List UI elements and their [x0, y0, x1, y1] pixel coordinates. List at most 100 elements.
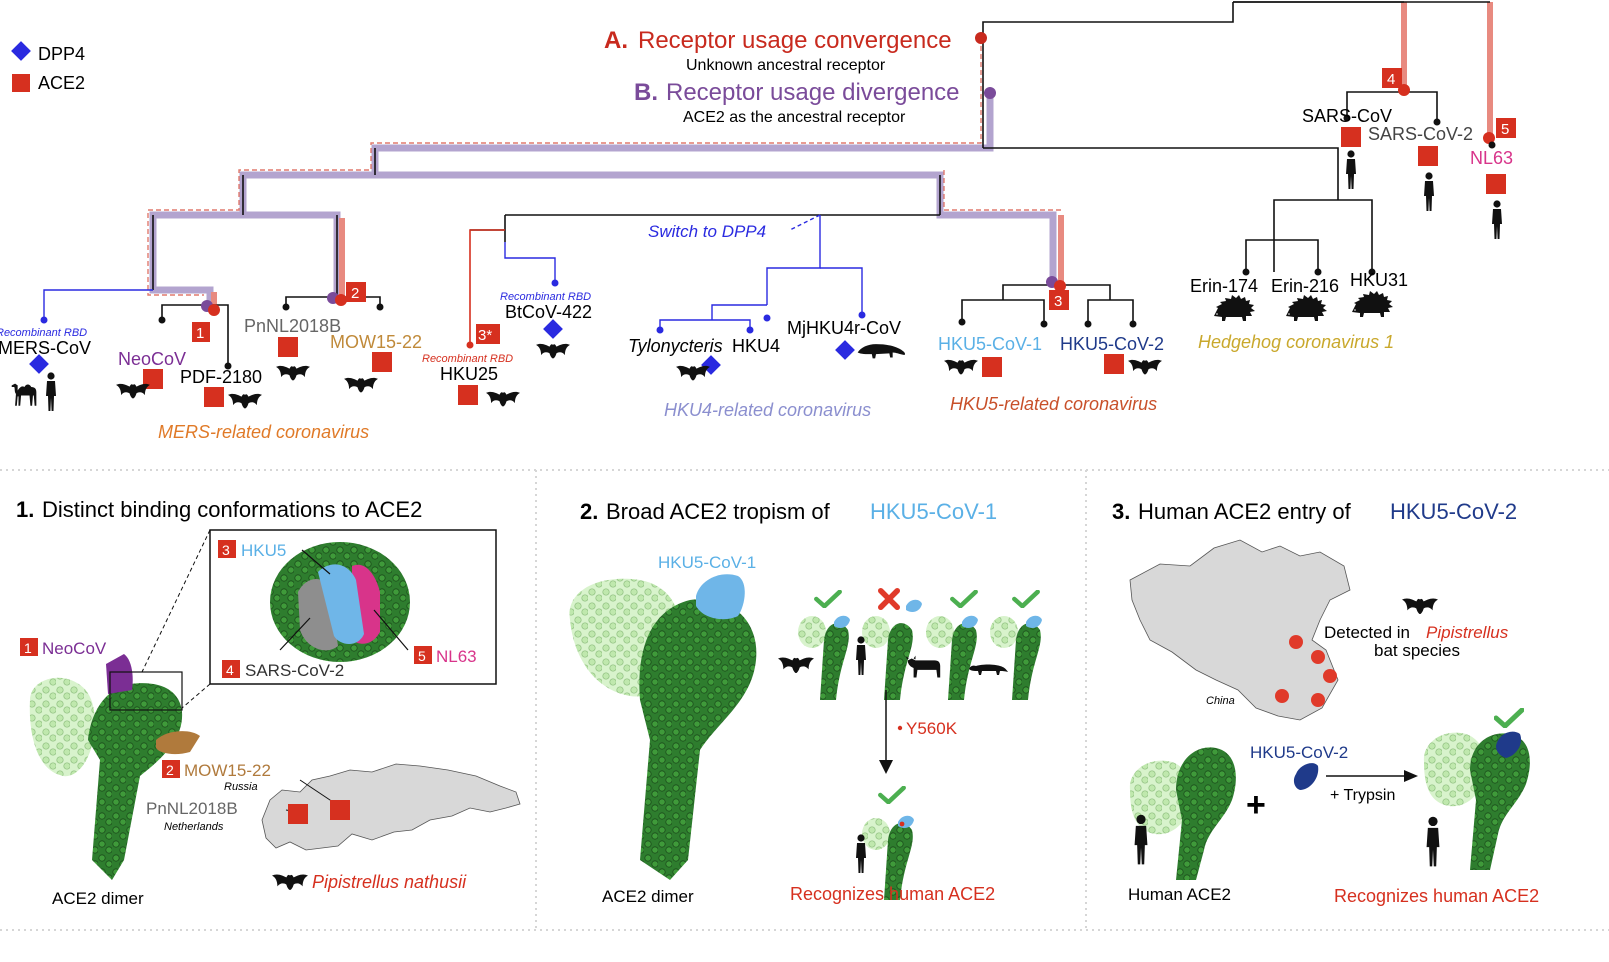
- ace2-monomer-light: [29, 677, 95, 777]
- bat-icon: [944, 359, 978, 375]
- panel-1-number: 1.: [16, 497, 34, 522]
- event-a-subtitle: Unknown ancestral receptor: [686, 57, 886, 74]
- panel-3-title-prefix: Human ACE2 entry of: [1138, 499, 1352, 524]
- mow-footprint: [156, 731, 200, 755]
- leaf-hku5-cov-1: HKU5-CoV-1: [938, 334, 1042, 354]
- recombinant-rbd-btcov: Recombinant RBD: [500, 291, 591, 303]
- event-a-title: Receptor usage convergence: [638, 27, 952, 54]
- hku5-cov-1-rbd: [696, 574, 745, 620]
- human-icon: [856, 636, 866, 675]
- dpp4-marker: [835, 340, 855, 360]
- tropism-row: [778, 591, 1042, 700]
- ferret-icon: [969, 664, 1008, 675]
- human-icon: [1492, 200, 1502, 239]
- ace2-monomer-light: [1129, 760, 1192, 835]
- mini-ace2-human-mutant: [862, 815, 914, 900]
- neocov-footprint: [106, 654, 133, 694]
- badge-3: 3: [1054, 293, 1062, 310]
- badge-1: 1: [196, 325, 204, 342]
- tree-nodes: [40, 32, 1496, 370]
- leaf-erin216: Erin-216: [1271, 276, 1339, 296]
- zoom-line: [141, 529, 211, 673]
- leaf-neocov: NeoCoV: [118, 349, 186, 369]
- legend: DPP4 ACE2: [11, 41, 85, 93]
- panel-2-number: 2.: [580, 499, 598, 524]
- mini-ace2-cow: [926, 615, 978, 700]
- badge-neocov: 1: [24, 640, 32, 656]
- human-icon: [46, 372, 56, 411]
- leaf-btcov422: BtCoV-422: [505, 302, 592, 322]
- pangolin-icon: [857, 344, 906, 359]
- clade-hedgehog: Hedgehog coronavirus 1: [1198, 332, 1394, 352]
- ace2-monomer-dark: [639, 599, 757, 880]
- bat-icon: [272, 874, 308, 890]
- badge-3-star: 3*: [478, 327, 492, 344]
- legend-ace2-label: ACE2: [38, 73, 85, 93]
- label-mow: MOW15-22: [184, 761, 271, 780]
- leaf-mers-cov: MERS-CoV: [0, 338, 91, 358]
- label-china: China: [1206, 695, 1235, 707]
- badge-4: 4: [1387, 71, 1395, 88]
- mini-ace2-bat: [798, 615, 850, 700]
- event-a: A. Receptor usage convergence Unknown an…: [604, 27, 952, 74]
- dpp4-marker: [543, 319, 563, 339]
- hedgehog-icon: [1286, 295, 1327, 321]
- recombinant-rbd-mers: Recombinant RBD: [0, 327, 87, 339]
- panel-separators: [0, 469, 1609, 931]
- leaf-pdf2180: PDF-2180: [180, 367, 262, 387]
- panel-3-title-virus: HKU5-CoV-2: [1390, 499, 1517, 524]
- label-sars-cov-2: SARS-CoV-2: [245, 661, 344, 680]
- check-icon: [816, 592, 839, 606]
- ace2-legend-marker: [12, 74, 30, 92]
- label-neocov: NeoCoV: [42, 639, 107, 658]
- label-pipistrellus-nathusii: Pipistrellus nathusii: [312, 872, 467, 892]
- ace2-marker: [1104, 354, 1124, 374]
- ace2-marker: [330, 800, 350, 820]
- panel-3-number: 3.: [1112, 499, 1130, 524]
- bat-icon: [276, 365, 310, 381]
- label-y560k: Y560K: [906, 719, 958, 738]
- badge-nl63: 5: [418, 648, 426, 664]
- dpp4-legend-marker: [11, 41, 31, 61]
- bat-icon: [486, 391, 520, 407]
- badge-5: 5: [1501, 121, 1509, 138]
- bat-icon: [778, 657, 814, 673]
- check-icon: [880, 788, 903, 802]
- mini-ace2-ferret: [990, 615, 1042, 700]
- mutation-dot: [897, 725, 903, 731]
- leaf-erin174: Erin-174: [1190, 276, 1258, 296]
- clade-hku4: HKU4-related coronavirus: [664, 400, 871, 420]
- human-icon: [1426, 816, 1440, 867]
- ace2-monomer-light: [1423, 732, 1486, 807]
- human-icon: [1346, 150, 1356, 189]
- ace2-marker: [1341, 127, 1361, 147]
- label-hku5-cov-2: HKU5-CoV-2: [1250, 743, 1348, 762]
- ace2-marker: [1486, 174, 1506, 194]
- clade-badges: 1 2 3* 3 4 5: [192, 68, 1516, 344]
- bat-icon: [536, 343, 570, 359]
- zoom-line: [181, 683, 211, 709]
- china-map: [1129, 539, 1351, 721]
- panel-2-title-virus: HKU5-CoV-1: [870, 499, 997, 524]
- check-icon: [1014, 592, 1037, 606]
- check-icon: [952, 592, 975, 606]
- ace2-marker: [1418, 146, 1438, 166]
- ace2-marker: [204, 387, 224, 407]
- badge-2: 2: [351, 285, 359, 302]
- label-hku5: HKU5: [241, 541, 286, 560]
- ace2-marker: [982, 357, 1002, 377]
- hku5-footprint: [318, 564, 364, 644]
- clade-mers: MERS-related coronavirus: [158, 422, 369, 442]
- label-recognizes-human-ace2-3: Recognizes human ACE2: [1334, 886, 1539, 906]
- badge-hku5: 3: [222, 542, 230, 558]
- leaf-mow1522: MOW15-22: [330, 332, 422, 352]
- label-netherlands: Netherlands: [164, 821, 224, 833]
- mini-ace2-human: [862, 599, 922, 700]
- ace2-marker: [278, 337, 298, 357]
- dpp4-branches: [43, 214, 863, 330]
- leaf-hku4: HKU4: [732, 336, 780, 356]
- label-detected-suffix: bat species: [1374, 641, 1460, 660]
- bat-icon: [228, 393, 262, 409]
- leaf-sars-cov-2: SARS-CoV-2: [1368, 124, 1473, 144]
